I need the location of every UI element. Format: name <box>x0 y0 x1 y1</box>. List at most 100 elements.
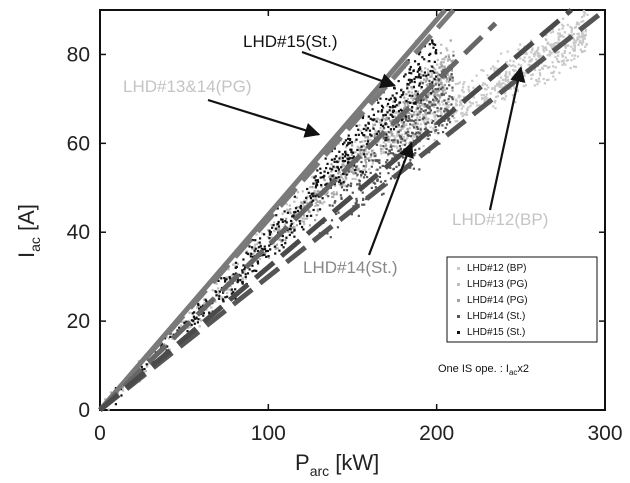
data-point <box>481 84 484 87</box>
data-point <box>379 97 382 100</box>
data-point <box>537 51 540 55</box>
data-point <box>568 51 571 55</box>
data-point <box>316 169 319 172</box>
data-point <box>333 147 336 150</box>
data-point <box>359 140 362 144</box>
data-point <box>428 60 431 63</box>
data-point <box>216 287 220 290</box>
data-point <box>428 43 431 46</box>
data-point <box>411 133 414 136</box>
data-point <box>344 139 348 142</box>
data-point <box>362 165 365 168</box>
data-point <box>520 74 524 77</box>
data-point <box>402 93 405 96</box>
data-point <box>452 54 455 57</box>
data-point <box>393 100 396 103</box>
data-point <box>428 111 431 115</box>
data-point <box>573 49 577 52</box>
data-point <box>414 94 417 97</box>
data-point <box>484 98 487 102</box>
data-point <box>530 58 534 61</box>
data-point <box>205 300 208 303</box>
data-point <box>531 73 534 76</box>
legend-label: LHD#12 (BP) <box>467 263 526 274</box>
data-point <box>306 214 309 218</box>
data-point <box>444 126 447 130</box>
data-point <box>385 161 388 164</box>
data-point <box>355 165 358 169</box>
data-point <box>202 312 205 315</box>
data-point <box>335 212 338 216</box>
data-point <box>434 50 437 54</box>
legend-marker <box>457 283 460 286</box>
data-point <box>550 52 553 55</box>
data-point <box>412 120 415 123</box>
data-point <box>503 98 506 101</box>
data-point <box>354 167 357 170</box>
data-point <box>573 46 576 50</box>
data-point <box>338 157 341 160</box>
data-point <box>309 195 312 198</box>
data-point <box>380 152 383 155</box>
data-point <box>188 311 191 314</box>
data-point <box>354 172 357 175</box>
data-point <box>561 60 564 63</box>
data-point <box>228 275 231 279</box>
data-point <box>296 209 300 213</box>
data-point <box>486 97 489 100</box>
data-point <box>403 75 406 78</box>
data-point <box>432 128 436 132</box>
data-point <box>344 153 348 156</box>
legend-label: LHD#14 (St.) <box>467 311 525 322</box>
data-point <box>324 183 327 186</box>
data-point <box>452 50 455 53</box>
data-point <box>579 48 582 51</box>
data-point <box>321 197 324 200</box>
data-point <box>312 195 315 198</box>
data-point <box>412 97 415 100</box>
annotations: LHD#15(St.)LHD#13&14(PG)LHD#14(St.)LHD#1… <box>123 32 548 277</box>
data-point <box>418 168 421 171</box>
data-point <box>540 55 543 58</box>
data-point <box>420 86 423 89</box>
data-point <box>414 101 417 104</box>
data-point <box>441 88 444 91</box>
data-point <box>323 200 326 204</box>
data-point <box>348 155 351 158</box>
data-point <box>394 97 397 100</box>
data-point <box>582 41 585 44</box>
data-point <box>310 192 314 196</box>
data-point <box>458 81 461 84</box>
data-point <box>440 81 443 84</box>
data-point <box>397 125 400 128</box>
data-point <box>531 48 534 52</box>
data-point <box>349 184 352 188</box>
data-point <box>281 239 284 242</box>
data-point <box>169 335 172 339</box>
data-point <box>375 120 378 123</box>
data-point <box>234 266 237 269</box>
data-point <box>276 223 279 226</box>
data-point <box>582 36 585 39</box>
data-point <box>314 202 318 205</box>
data-point <box>225 276 228 279</box>
data-point <box>325 192 328 195</box>
data-point <box>316 190 319 193</box>
data-point <box>551 61 554 64</box>
x-tick-label: 0 <box>94 422 106 445</box>
data-point <box>396 121 399 124</box>
data-point <box>395 111 398 114</box>
data-point <box>377 130 380 133</box>
data-point <box>291 231 295 234</box>
data-point <box>370 186 373 190</box>
data-point <box>388 150 391 153</box>
data-point <box>530 73 533 77</box>
data-point <box>431 81 434 84</box>
data-point <box>253 251 256 254</box>
data-point <box>374 153 377 156</box>
data-point <box>432 100 435 103</box>
data-point <box>397 102 400 106</box>
data-point <box>313 189 316 193</box>
data-point <box>263 245 266 248</box>
data-point <box>371 159 375 162</box>
